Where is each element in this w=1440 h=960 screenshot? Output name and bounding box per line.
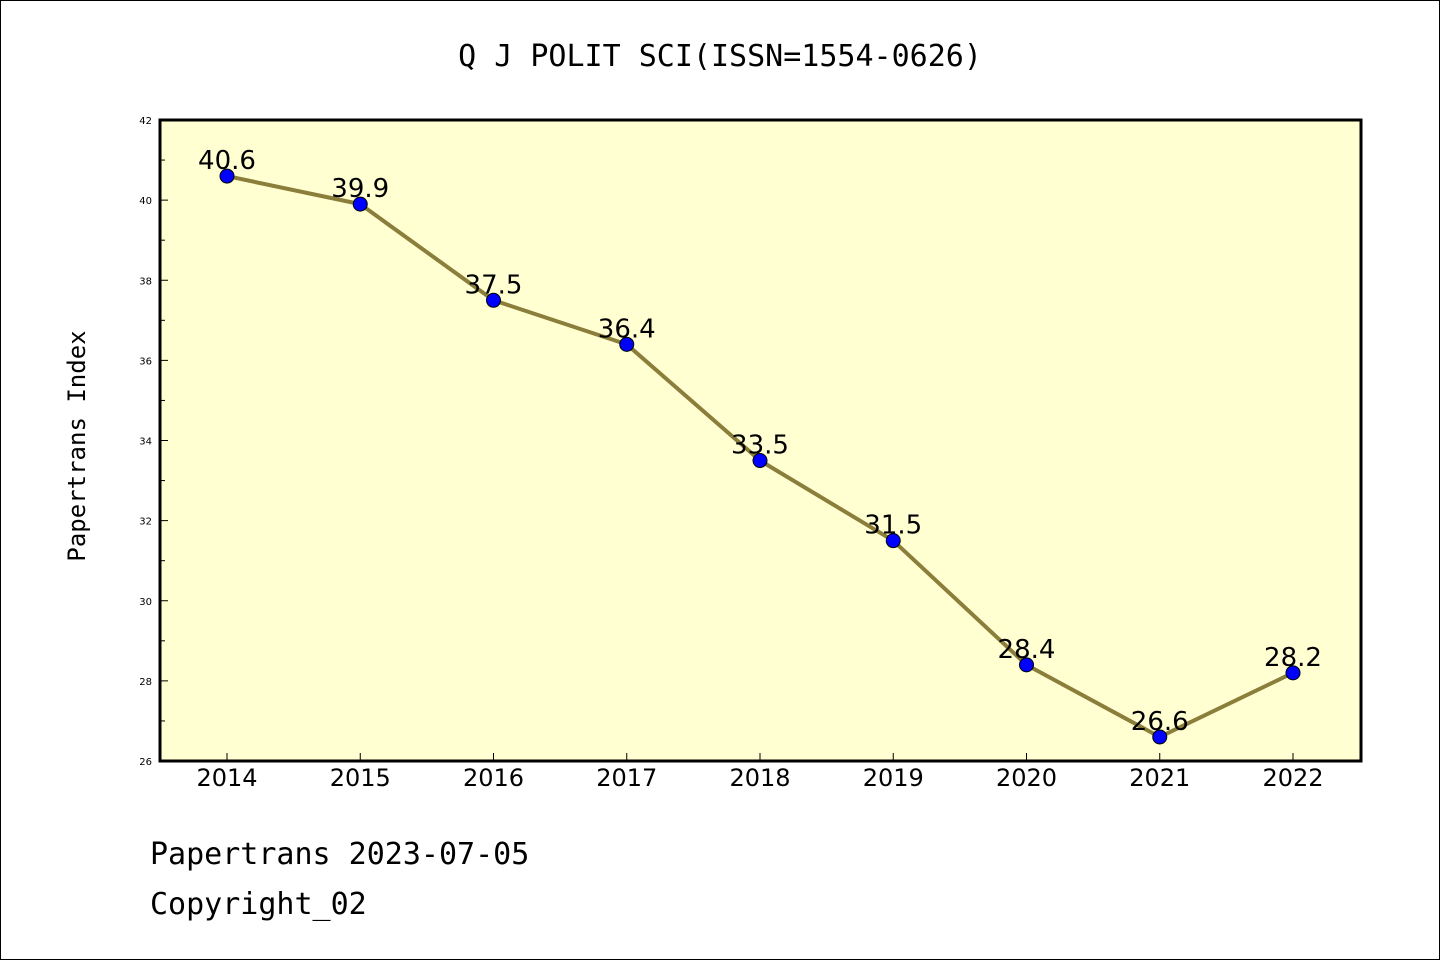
data-labels: 40.6 39.9 37.5 36.4 33.5 31.5 28.4 26.6 28.2	[198, 146, 1322, 737]
data-points	[219, 168, 1301, 745]
x-tick-label: 2020	[996, 764, 1057, 792]
y-tick-label: 42	[139, 116, 152, 127]
y-tick-label: 38	[139, 276, 152, 287]
x-tick-label: 2022	[1262, 764, 1323, 792]
y-tick-label: 32	[139, 517, 152, 528]
y-tick-label: 40	[139, 196, 152, 207]
data-label: 39.9	[331, 174, 389, 204]
x-axis-ticks: 2014 2015 2016 2017 2018 2019 2020 2021 2022	[196, 753, 1324, 792]
data-point	[1019, 657, 1034, 673]
x-tick-label: 2018	[729, 764, 790, 792]
x-tick-label: 2014	[196, 764, 257, 792]
y-axis-ticks: 26 28 30 32 34 36 38 40 42	[139, 116, 168, 768]
y-tick-label: 36	[139, 356, 152, 367]
data-label: 37.5	[465, 270, 523, 300]
x-tick-label: 2017	[596, 764, 657, 792]
data-point	[1152, 729, 1168, 745]
y-tick-label: 34	[139, 437, 152, 448]
data-point	[1285, 665, 1301, 681]
data-label: 40.6	[198, 146, 256, 176]
x-tick-label: 2021	[1129, 764, 1190, 792]
data-point	[752, 453, 768, 469]
data-label: 33.5	[731, 431, 789, 461]
data-label: 36.4	[598, 314, 656, 344]
y-axis-label: Papertrans Index	[63, 330, 91, 561]
footer-date: Papertrans 2023-07-05	[150, 837, 529, 872]
x-tick-label: 2019	[863, 764, 924, 792]
data-point	[885, 533, 901, 549]
data-label: 28.2	[1264, 643, 1322, 673]
y-tick-label: 30	[139, 597, 152, 608]
plot-area	[158, 118, 1363, 763]
data-point	[486, 292, 501, 308]
data-label: 31.5	[864, 511, 922, 541]
data-point	[619, 336, 635, 352]
data-label: 26.6	[1131, 707, 1189, 737]
x-tick-label: 2016	[463, 764, 524, 792]
y-tick-label: 28	[139, 677, 152, 688]
y-tick-label: 26	[139, 757, 152, 768]
data-point	[352, 196, 368, 212]
data-label: 28.4	[998, 635, 1056, 665]
data-point	[219, 168, 235, 184]
x-tick-label: 2015	[330, 764, 391, 792]
footer-copyright: Copyright_02	[150, 887, 367, 922]
chart-title: Q J POLIT SCI(ISSN=1554-0626)	[458, 39, 982, 74]
